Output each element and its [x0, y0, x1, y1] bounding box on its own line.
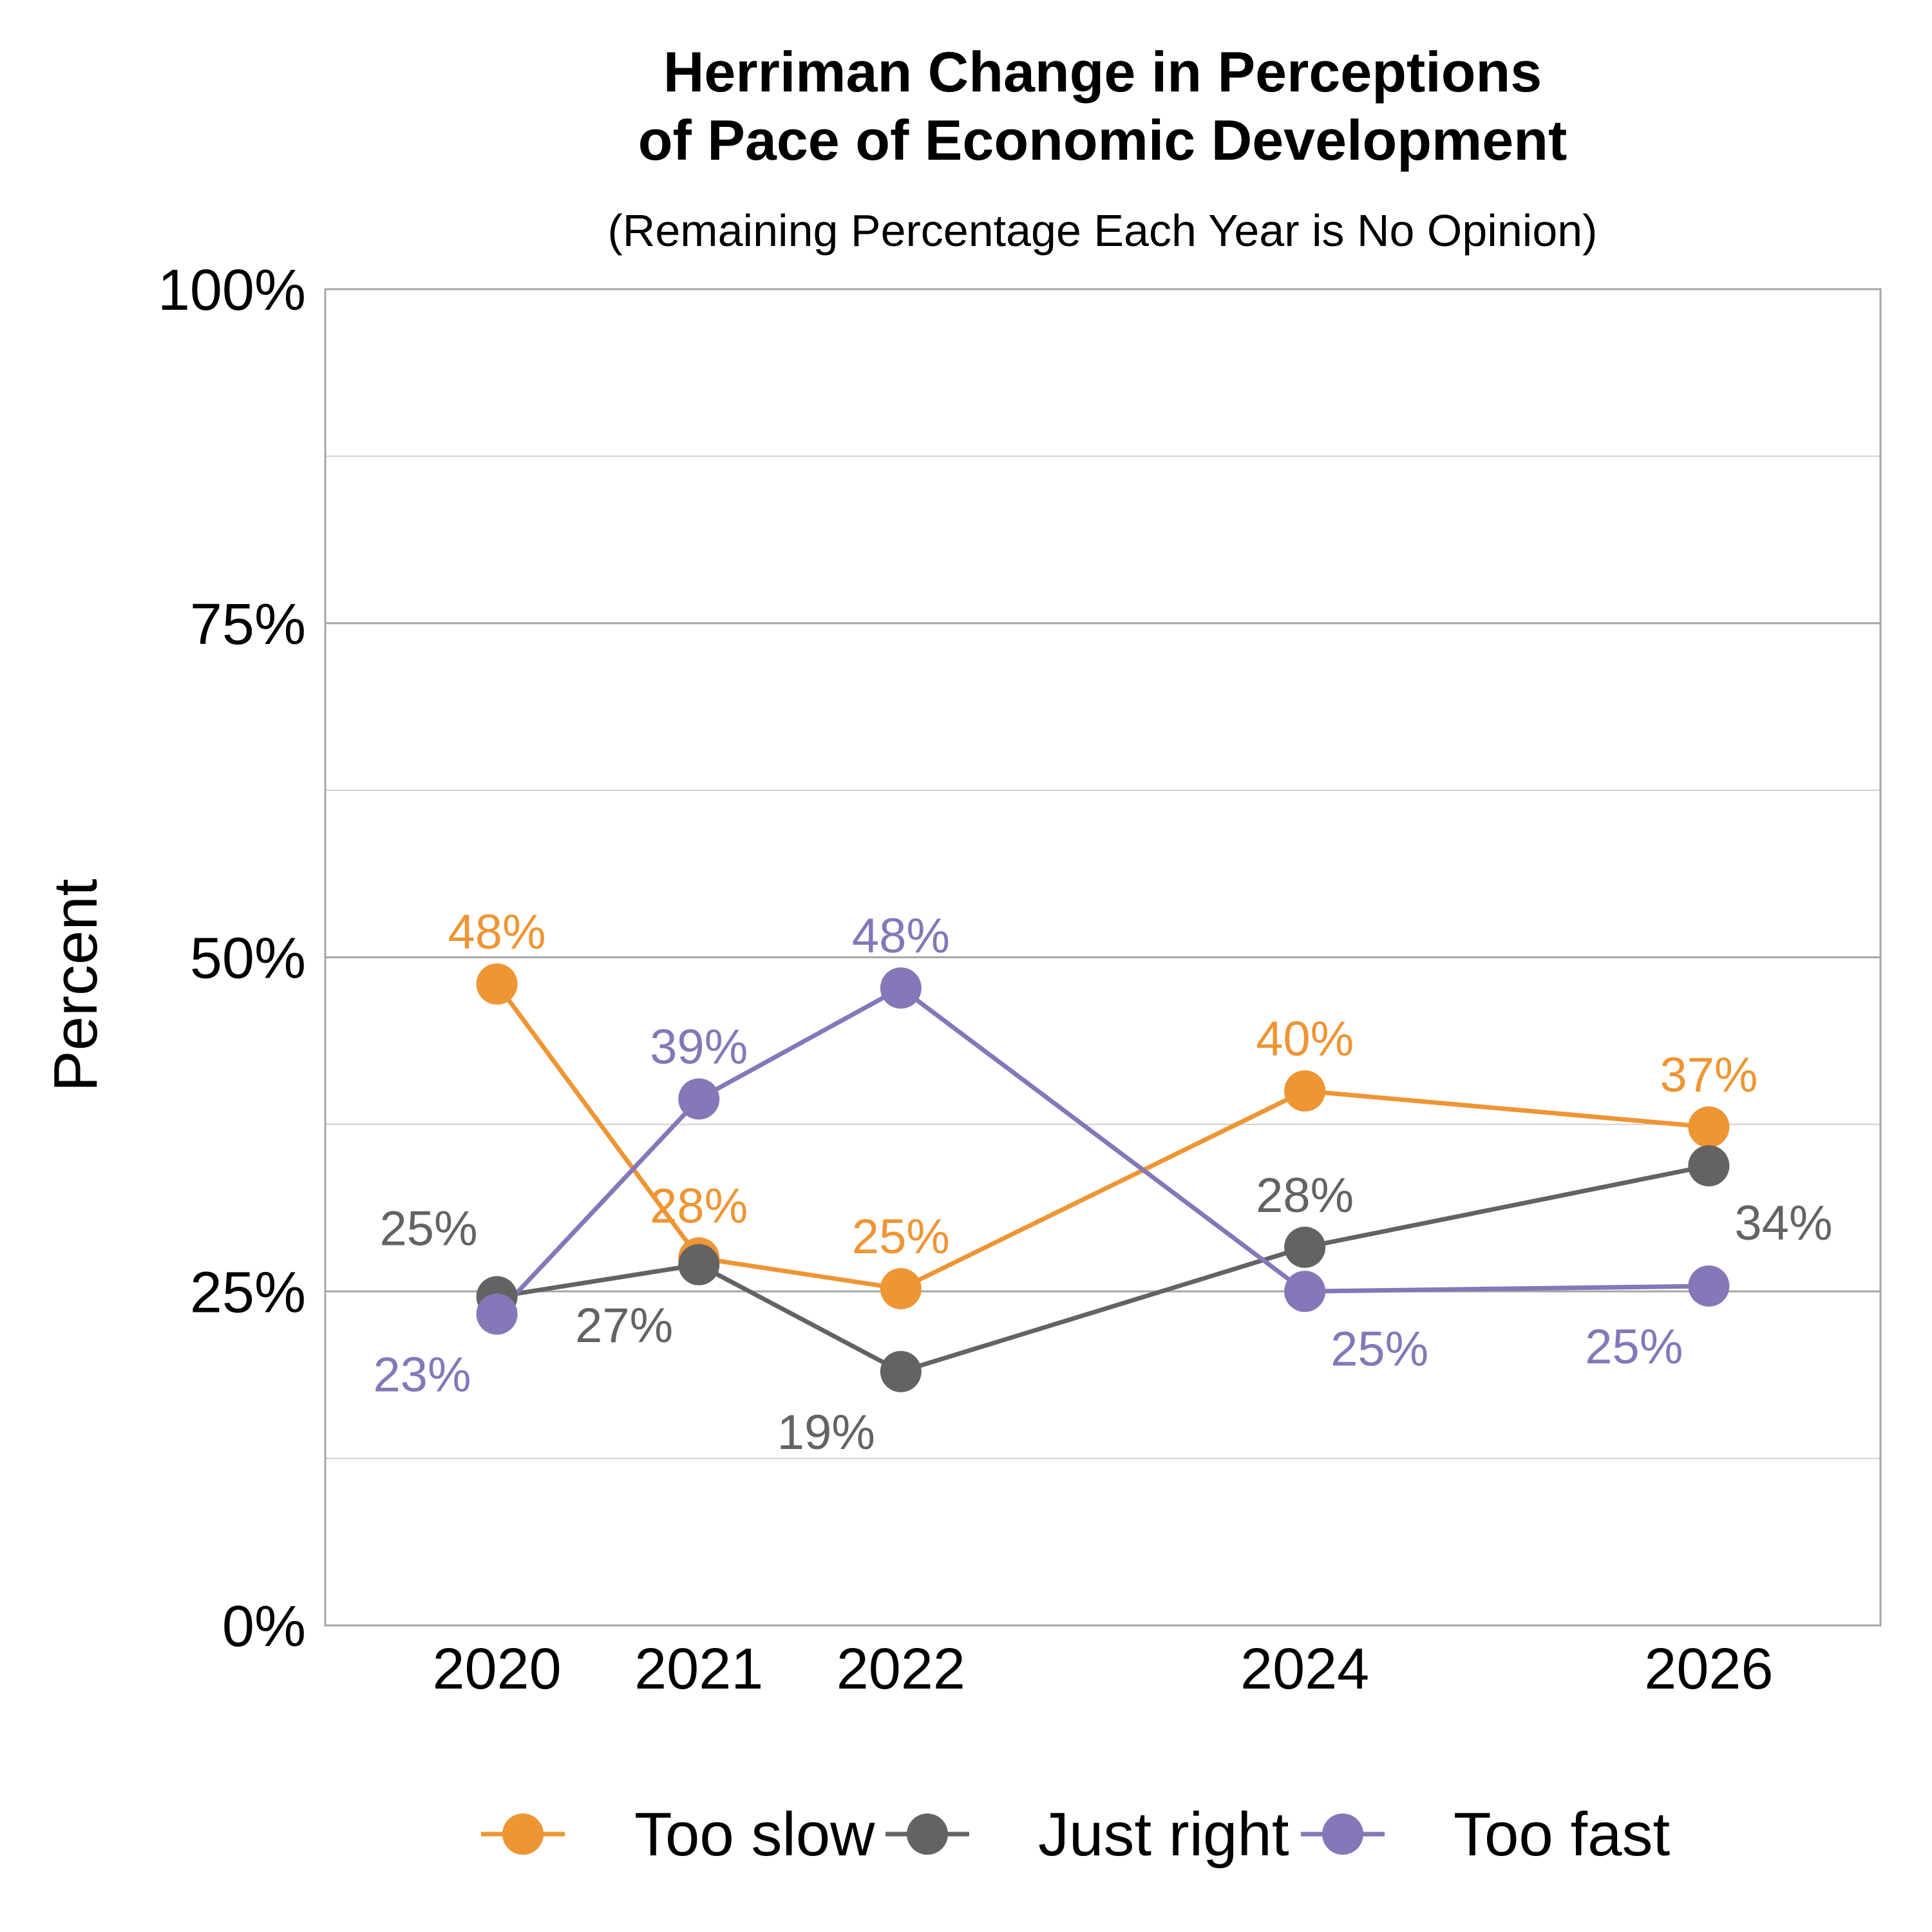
- data-point: [880, 1268, 922, 1310]
- data-point: [1284, 1070, 1326, 1112]
- data-point: [476, 963, 518, 1005]
- data-point: [678, 1244, 720, 1285]
- x-tick-label: 2024: [1240, 1637, 1369, 1701]
- data-label: 25%: [1585, 1320, 1683, 1374]
- legend-label: Too fast: [1454, 1800, 1670, 1869]
- data-label: 39%: [650, 1019, 748, 1074]
- y-tick-label: 50%: [190, 927, 306, 991]
- data-point: [1688, 1265, 1730, 1307]
- x-tick-label: 2020: [432, 1637, 561, 1701]
- y-axis-ticks: 0% 25% 50% 75% 100%: [158, 258, 306, 1659]
- chart-title-line-2: of Pace of Economic Development: [638, 108, 1567, 172]
- legend-label: Just right: [1038, 1800, 1289, 1869]
- legend-swatch-marker: [907, 1814, 948, 1855]
- data-point: [1688, 1145, 1730, 1187]
- chart-subtitle: (Remaining Percentage Each Year is No Op…: [608, 205, 1598, 256]
- y-tick-label: 100%: [158, 258, 306, 323]
- data-point: [678, 1078, 720, 1120]
- data-label: 28%: [650, 1179, 748, 1233]
- data-point: [1688, 1106, 1730, 1148]
- data-point: [1284, 1226, 1326, 1268]
- x-axis-ticks: 2020 2021 2022 2024 2026: [432, 1637, 1773, 1701]
- data-label: 34%: [1734, 1196, 1832, 1251]
- data-labels: 48% 28% 25% 40% 37% 25% 27% 19% 28% 34% 23% 39% 48% 2…: [373, 905, 1832, 1460]
- data-label: 25%: [1331, 1321, 1428, 1376]
- x-tick-label: 2022: [837, 1637, 965, 1701]
- data-label: 25%: [379, 1202, 477, 1256]
- y-tick-label: 75%: [190, 592, 306, 657]
- chart-title-line-1: Herriman Change in Perceptions: [663, 40, 1542, 104]
- data-label: 19%: [777, 1405, 875, 1460]
- legend: Too slow Just right Too fast: [481, 1800, 1670, 1869]
- legend-swatch-marker: [1322, 1814, 1363, 1855]
- x-tick-label: 2026: [1644, 1637, 1773, 1701]
- data-point: [476, 1293, 518, 1335]
- series: [476, 963, 1730, 1392]
- data-label: 25%: [852, 1209, 950, 1264]
- data-label: 40%: [1256, 1012, 1354, 1066]
- data-label: 48%: [852, 909, 950, 963]
- data-label: 48%: [448, 905, 546, 960]
- data-point: [1284, 1271, 1326, 1312]
- plot-area: [324, 288, 1882, 1627]
- data-point: [880, 1350, 922, 1392]
- data-label: 23%: [373, 1348, 471, 1403]
- data-label: 37%: [1660, 1048, 1757, 1103]
- y-tick-label: 0%: [222, 1595, 306, 1659]
- data-label: 28%: [1256, 1168, 1354, 1223]
- legend-label: Too slow: [634, 1800, 875, 1869]
- gridlines: [325, 455, 1880, 1459]
- x-tick-label: 2021: [634, 1637, 763, 1701]
- data-label: 27%: [575, 1298, 673, 1353]
- legend-swatch-marker: [502, 1814, 544, 1855]
- y-axis-label: Percent: [41, 879, 110, 1092]
- data-point: [880, 967, 922, 1009]
- y-tick-label: 25%: [190, 1260, 306, 1325]
